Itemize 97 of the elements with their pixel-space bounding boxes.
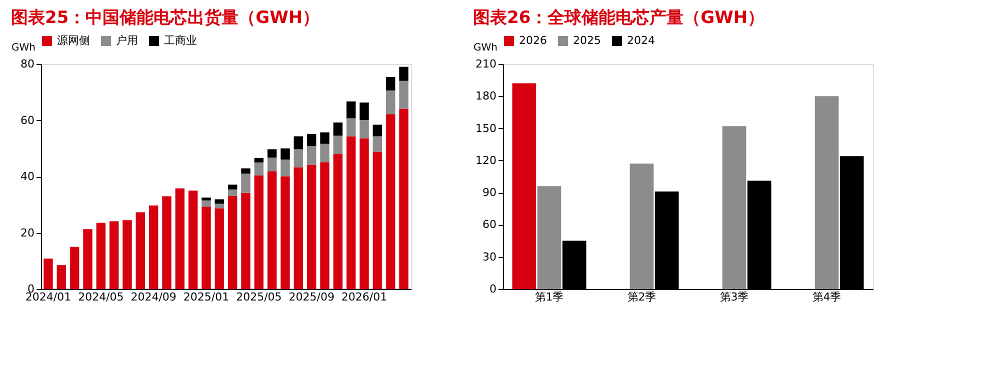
bar <box>360 102 369 120</box>
bar <box>56 265 66 289</box>
x-tick-label: 第3季 <box>720 290 749 304</box>
chart-title: 图表25：中国储能电芯出货量（GWH） <box>11 8 320 28</box>
bar <box>333 154 343 289</box>
bar <box>722 126 746 289</box>
bar <box>202 206 211 289</box>
bar <box>280 148 290 160</box>
y-tick-label: 80 <box>20 58 34 70</box>
bar <box>267 149 277 158</box>
bar <box>333 136 343 154</box>
bar <box>399 66 408 81</box>
legend-label: 2026 <box>519 34 547 47</box>
bar <box>148 205 158 289</box>
bar <box>280 176 290 289</box>
bar <box>83 229 92 289</box>
bar <box>214 199 224 204</box>
y-tick-label: 180 <box>476 90 496 103</box>
bar <box>399 108 408 289</box>
bar <box>214 208 224 289</box>
y-tick-label: 20 <box>20 226 34 240</box>
bar <box>372 152 382 289</box>
bar <box>814 96 839 289</box>
y-tick-label: 30 <box>482 250 496 264</box>
bar <box>280 160 290 176</box>
bar <box>333 122 343 136</box>
bar <box>306 134 316 146</box>
bar <box>228 196 238 289</box>
bar <box>254 162 264 176</box>
x-tick-label: 2026/01 <box>341 290 388 304</box>
y-tick-label: 120 <box>476 154 496 167</box>
bar <box>109 221 119 289</box>
bar <box>630 164 654 289</box>
bar <box>254 175 264 289</box>
bar <box>96 222 106 289</box>
x-tick-label: 第4季 <box>812 290 842 304</box>
x-tick-label: 第1季 <box>534 290 564 304</box>
x-tick-label: 2025/01 <box>183 290 230 304</box>
bar <box>372 124 382 136</box>
bar <box>188 190 198 289</box>
y-tick-label: 0 <box>490 282 496 296</box>
bar <box>386 114 396 289</box>
bar <box>122 220 132 289</box>
bar <box>306 146 316 165</box>
y-tick-label: 60 <box>482 218 496 232</box>
bar <box>537 186 562 289</box>
bar <box>175 188 185 289</box>
bar <box>346 136 356 289</box>
x-tick-label: 2024/09 <box>130 290 176 304</box>
bar <box>346 118 356 136</box>
y-tick-label: 90 <box>482 186 496 200</box>
bar <box>241 192 250 289</box>
bar <box>294 167 304 289</box>
x-tick-label: 2024/05 <box>78 290 124 304</box>
bar <box>228 189 238 196</box>
bar <box>294 136 304 150</box>
bar <box>320 144 330 162</box>
bar <box>254 158 264 162</box>
chart-title: 图表26：全球储能电芯产量（GWH） <box>473 8 765 28</box>
bar <box>306 164 316 289</box>
bar <box>386 90 396 114</box>
bar <box>346 101 356 118</box>
bar <box>360 138 369 289</box>
x-tick-label: 2025/05 <box>236 290 282 304</box>
bar <box>70 246 80 289</box>
bar <box>44 258 53 289</box>
bar <box>241 174 250 193</box>
bar <box>202 200 211 207</box>
bar <box>267 171 277 289</box>
bar <box>320 132 330 144</box>
bar <box>267 158 277 172</box>
y-tick-label: 40 <box>20 170 34 183</box>
bar <box>228 184 238 190</box>
y-axis-title: GWh <box>474 42 498 54</box>
bar <box>372 136 382 152</box>
bar <box>162 196 172 289</box>
legend-label: 源网侧 <box>57 34 90 47</box>
bar <box>241 168 250 174</box>
y-tick-label: 150 <box>476 122 496 135</box>
bar <box>360 120 369 138</box>
bar <box>320 162 330 289</box>
legend-label: 2024 <box>627 34 655 47</box>
bar <box>202 198 211 200</box>
bar <box>399 80 408 109</box>
bar <box>512 83 536 289</box>
y-tick-label: 210 <box>476 58 496 70</box>
bar <box>294 149 304 168</box>
legend-label: 户用 <box>116 34 138 47</box>
bar <box>386 76 396 90</box>
x-tick-label: 第2季 <box>627 290 656 304</box>
y-axis-title: GWh <box>12 42 36 54</box>
bar <box>136 212 146 289</box>
bar <box>214 204 224 208</box>
x-tick-label: 2025/09 <box>288 290 334 304</box>
y-tick-label: 60 <box>20 114 34 127</box>
legend-label: 工商业 <box>164 34 197 47</box>
legend-label: 2025 <box>573 34 601 47</box>
